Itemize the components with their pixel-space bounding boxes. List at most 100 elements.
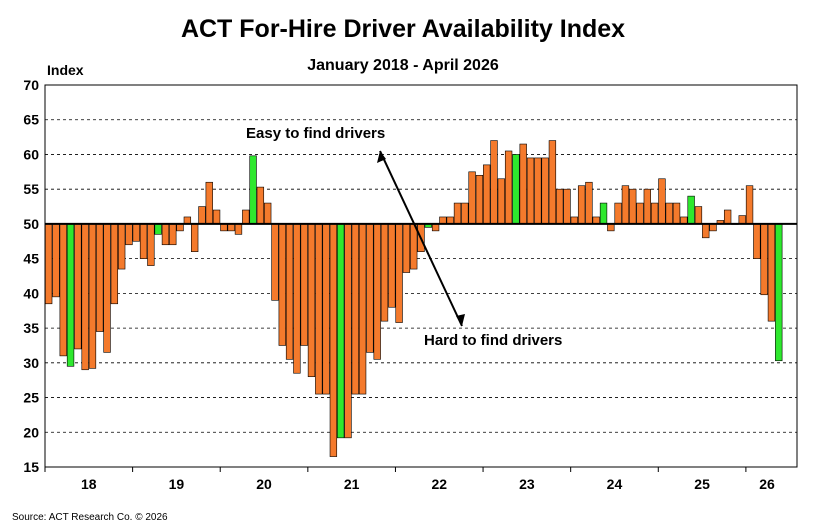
bar [585,181,593,225]
y-axis-label: Index [47,62,84,78]
bar [760,223,768,296]
y-tick-label: 20 [23,424,39,440]
bar [285,223,294,360]
bar [497,178,505,225]
y-axis-ticks: 15 20 25 30 35 40 45 50 55 60 65 70 [23,77,39,475]
bar [96,223,104,332]
bar [694,206,703,225]
bar [483,164,491,225]
bar [526,157,535,225]
bar [563,188,571,225]
bar [264,202,272,225]
x-tick-label: 18 [81,476,97,492]
bar [44,223,53,305]
bar-highlight [512,154,520,225]
y-tick-label: 35 [23,320,39,336]
bar [183,216,192,225]
bar [607,223,615,232]
bar [723,209,732,225]
bar-highlight [599,202,608,225]
bar [753,223,761,259]
bar [650,202,659,225]
bar [278,223,286,346]
bar [519,143,527,225]
bar [475,174,484,225]
x-tick-label: 21 [344,476,360,492]
bar [132,223,140,242]
bar [300,223,308,346]
bar [52,223,60,298]
x-tick-label: 23 [519,476,535,492]
bar [169,223,177,246]
bar [176,223,184,232]
x-tick-label: 19 [169,476,185,492]
gridlines [45,119,797,433]
bar [103,223,111,353]
bar [59,223,67,357]
annotation-arrow [377,150,465,327]
y-tick-label: 45 [23,251,39,267]
bar [490,140,498,225]
bar [680,216,688,225]
bar [315,223,323,395]
bar [468,171,476,225]
bar [570,216,578,225]
bar [373,223,381,360]
bar [388,223,396,308]
chart-title: ACT For-Hire Driver Availability Index [181,15,625,43]
bar [614,202,622,225]
bar [709,223,717,232]
x-tick-label: 24 [607,476,623,492]
x-axis-ticks: 18 19 20 21 22 23 24 25 26 [44,467,775,492]
bar [191,223,199,252]
plot-area [44,84,798,468]
x-tick-label: 20 [256,476,272,492]
y-tick-label: 70 [23,77,39,93]
bar [271,223,279,301]
bar [81,223,89,371]
y-tick-label: 50 [23,216,39,232]
y-tick-label: 40 [23,285,39,301]
bar [380,223,389,322]
y-tick-label: 60 [23,146,39,162]
bar [672,202,681,225]
bar [256,186,265,225]
bar [556,188,564,225]
x-tick-label: 22 [431,476,447,492]
bar-highlight [775,223,783,362]
bar-highlight [66,223,75,367]
bar [161,223,170,246]
y-tick-label: 25 [23,390,39,406]
bar [592,216,600,225]
bar [402,223,411,273]
bar [88,223,97,369]
bar [234,223,243,235]
bar [636,202,644,225]
bar [745,185,754,225]
x-tick-label: 26 [759,476,775,492]
bar [431,223,440,232]
bar [453,202,462,225]
annotation-easy: Easy to find drivers [246,125,385,142]
bar [665,202,673,225]
y-tick-label: 55 [23,181,39,197]
x-tick-label: 25 [694,476,710,492]
bar [322,223,330,395]
bar [621,185,630,225]
bar [643,188,651,225]
bar [366,223,374,353]
bar [198,206,206,225]
bar [504,150,513,225]
bar [548,140,557,225]
bar [658,178,666,225]
bar [439,216,447,225]
bar [534,157,542,225]
source-note: Source: ACT Research Co. © 2026 [12,512,168,523]
bar [139,223,148,259]
bar [767,223,776,322]
chart-subtitle: January 2018 - April 2026 [307,57,499,74]
bar [74,223,82,350]
bar [629,188,637,225]
bar [541,157,549,225]
bar [212,209,221,225]
